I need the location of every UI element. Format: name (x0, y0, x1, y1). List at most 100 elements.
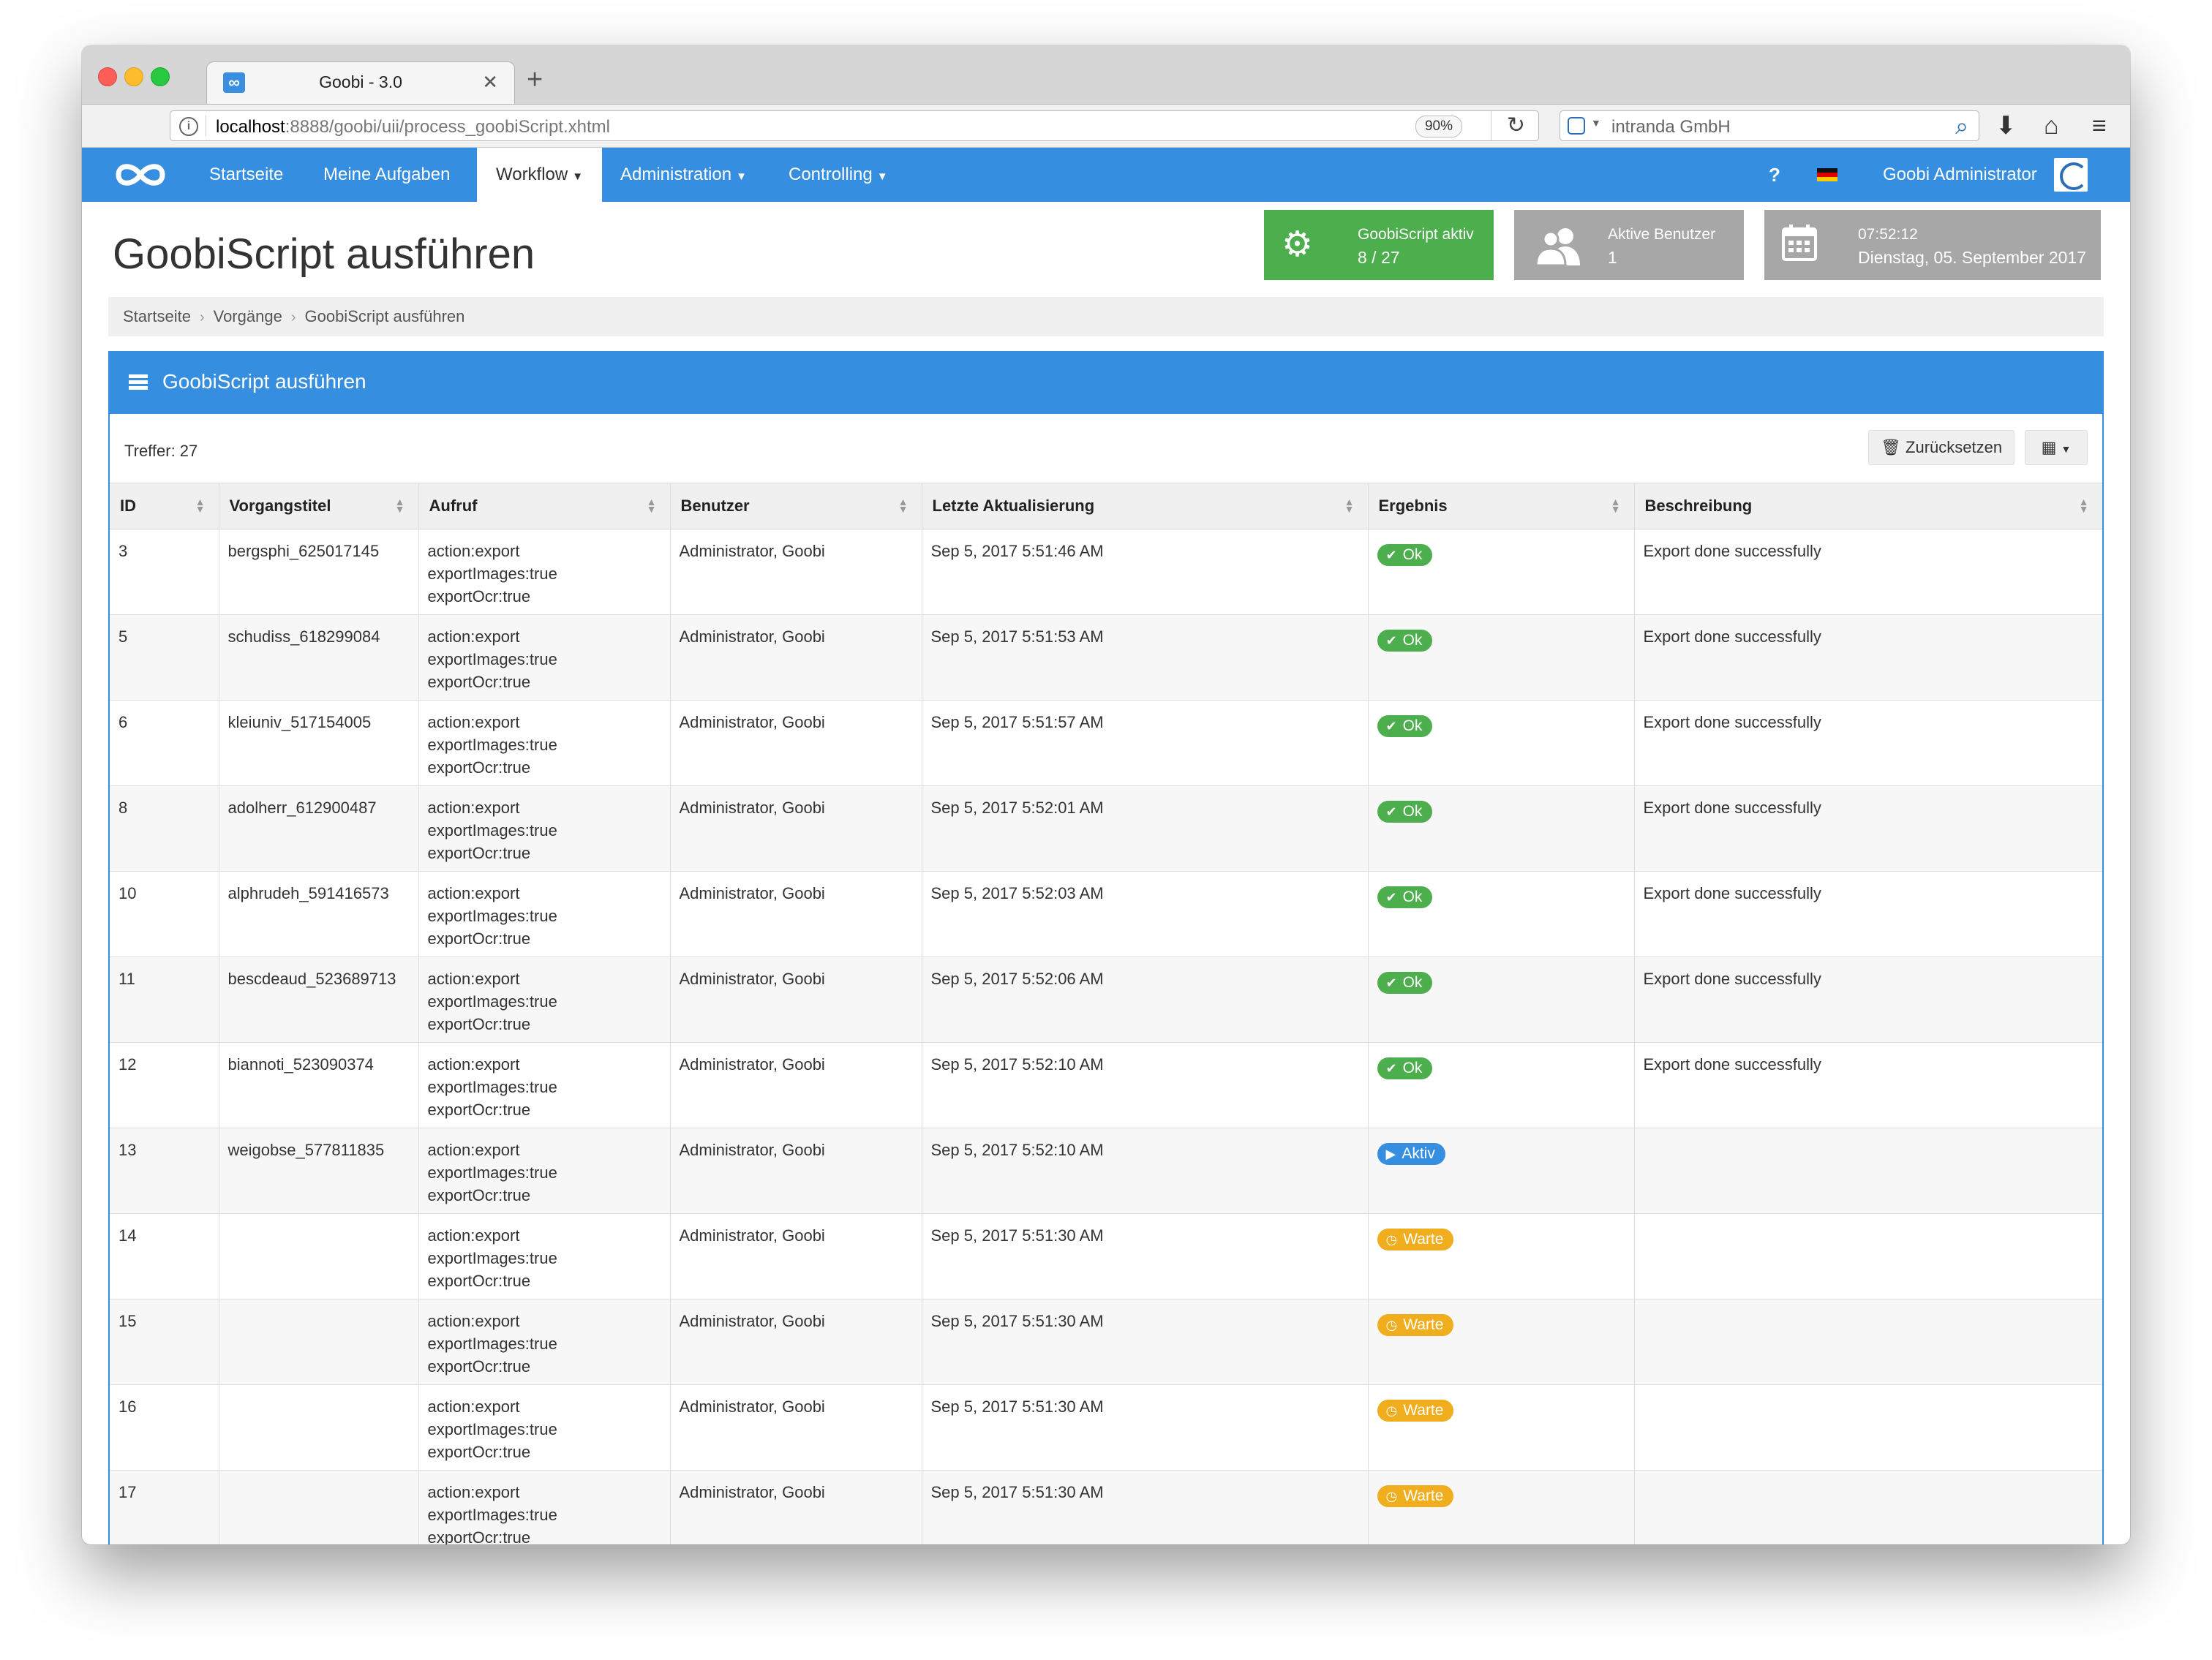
search-icon[interactable]: ⌕ (1955, 113, 1968, 139)
call-line: exportImages:true (427, 565, 557, 583)
status-label: Ok (1402, 1060, 1423, 1076)
cell-updated: Sep 5, 2017 5:52:10 AM (922, 1042, 1369, 1128)
results-table: ID ▲ ▼ Vorgangstitel ▲ ▼ Aufruf ▲ ▼ Benutzer ▲ ▼… (110, 483, 2102, 1544)
sort-icon[interactable]: ▲ ▼ (1344, 496, 1355, 515)
table-row[interactable]: 12 biannoti_523090374 action:export exportI… (110, 1042, 2102, 1128)
cell-call: action:export exportImages:true exportOcr:… (418, 1299, 671, 1385)
column-toggle-button[interactable]: ▦ ▼ (2025, 430, 2088, 465)
call-line: exportOcr:true (427, 1443, 531, 1461)
caret-down-icon: ▼ (572, 170, 584, 183)
search-engine-icon[interactable] (1568, 117, 1585, 135)
nav-workflow[interactable]: Workflow ▼ (477, 148, 603, 202)
description-text: Export done successfully (1643, 970, 1821, 988)
cell-call: action:export exportImages:true exportOcr:… (418, 1128, 671, 1214)
avatar[interactable] (2053, 156, 2089, 193)
timestamp: Sep 5, 2017 5:51:30 AM (930, 1483, 1104, 1501)
user-value: Administrator, Goobi (679, 1312, 825, 1330)
sort-icon[interactable]: ▲ ▼ (195, 496, 206, 515)
col-header-vorgangstitel[interactable]: Vorgangstitel ▲ ▼ (219, 483, 419, 529)
caret-down-icon: ▼ (736, 170, 747, 183)
sort-icon[interactable]: ▲ ▼ (394, 496, 405, 515)
user-name[interactable]: Goobi Administrator (1883, 165, 2037, 184)
table-row[interactable]: 16 action:export exportImages:true exportOc… (110, 1384, 2102, 1471)
call-line: exportImages:true (427, 1249, 557, 1267)
table-row[interactable]: 8 adolherr_612900487 action:export exportIm… (110, 785, 2102, 872)
site-info-icon[interactable]: i (179, 117, 198, 136)
user-value: Administrator, Goobi (679, 1055, 825, 1074)
sort-icon[interactable]: ▲ ▼ (1610, 496, 1621, 515)
goobi-logo-icon[interactable] (111, 158, 170, 192)
col-header-ergebnis[interactable]: Ergebnis ▲ ▼ (1368, 483, 1635, 529)
home-icon[interactable]: ⌂ (2044, 112, 2059, 140)
goobiscript-panel: GoobiScript ausführen Treffer: 27 🗑 Zurü… (108, 351, 2104, 1544)
id-value: 6 (118, 713, 128, 731)
col-header-aufruf[interactable]: Aufruf ▲ ▼ (418, 483, 671, 529)
window-minimize-button[interactable] (124, 67, 143, 86)
status-badge: ◷ Warte (1377, 1314, 1454, 1336)
search-input[interactable]: intranda GmbH (1611, 117, 1731, 137)
nav-administration[interactable]: Administration ▼ (601, 148, 766, 202)
list-icon (129, 374, 148, 391)
search-bar[interactable]: ▼ intranda GmbH ⌕ (1560, 110, 1979, 141)
german-flag-icon[interactable] (1817, 168, 1837, 181)
download-icon[interactable]: ⬇ (1995, 112, 2017, 140)
hamburger-menu-icon[interactable]: ≡ (2092, 112, 2107, 140)
zoom-level[interactable]: 90% (1415, 116, 1462, 137)
cell-call: action:export exportImages:true exportOcr:… (418, 1213, 671, 1299)
nav-startseite[interactable]: Startseite (190, 148, 302, 202)
browser-tab[interactable]: ∞ Goobi - 3.0 ✕ (206, 61, 515, 104)
timestamp: Sep 5, 2017 5:51:30 AM (930, 1397, 1104, 1416)
table-row[interactable]: 5 schudiss_618299084 action:export exportIm… (110, 614, 2102, 701)
cell-user: Administrator, Goobi (670, 1384, 922, 1471)
sort-icon[interactable]: ▲ ▼ (2078, 496, 2089, 515)
call-line: exportOcr:true (427, 1272, 531, 1290)
status-badge: ◷ Warte (1377, 1485, 1454, 1507)
description-text: Export done successfully (1643, 1055, 1821, 1074)
new-tab-button[interactable]: + (527, 64, 543, 95)
chevron-down-icon[interactable]: ▼ (1591, 117, 1601, 129)
sort-icon[interactable]: ▲ ▼ (898, 496, 908, 515)
call-line: exportOcr:true (427, 1015, 531, 1033)
url-bar[interactable]: i localhost:8888/goobi/uii/process_goobi… (170, 110, 1539, 141)
window-close-button[interactable] (98, 67, 117, 86)
cell-user: Administrator, Goobi (670, 700, 922, 786)
reset-button[interactable]: 🗑 Zurücksetzen (1868, 430, 2015, 465)
table-row[interactable]: 17 action:export exportImages:true exportOc… (110, 1470, 2102, 1544)
status-label: Aktiv (1402, 1145, 1435, 1162)
table-row[interactable]: 14 action:export exportImages:true exportOc… (110, 1213, 2102, 1299)
col-header-letzte-aktualisierung[interactable]: Letzte Aktualisierung ▲ ▼ (922, 483, 1369, 529)
col-header-benutzer[interactable]: Benutzer ▲ ▼ (670, 483, 922, 529)
window-zoom-button[interactable] (151, 67, 170, 86)
id-value: 5 (118, 627, 128, 646)
cell-id: 3 (110, 529, 219, 615)
nav-controlling[interactable]: Controlling ▼ (770, 148, 907, 202)
user-value: Administrator, Goobi (679, 884, 825, 902)
cell-call: action:export exportImages:true exportOcr:… (418, 871, 671, 957)
col-header-beschreibung[interactable]: Beschreibung ▲ ▼ (1634, 483, 2102, 529)
reload-icon[interactable]: ↻ (1506, 113, 1525, 137)
process-title: biannoti_523090374 (227, 1055, 374, 1074)
help-icon[interactable]: ? (1769, 164, 1780, 186)
status-badge: ✔ Ok (1377, 1057, 1433, 1079)
table-row[interactable]: 10 alphrudeh_591416573 action:export export… (110, 871, 2102, 957)
cell-title (219, 1470, 419, 1544)
process-title: schudiss_618299084 (227, 627, 380, 646)
call-line: exportImages:true (427, 650, 557, 668)
sort-icon[interactable]: ▲ ▼ (646, 496, 657, 515)
table-row[interactable]: 6 kleiuniv_517154005 action:export exportIm… (110, 700, 2102, 786)
id-value: 10 (118, 884, 137, 902)
table-row[interactable]: 13 weigobse_577811835 action:export exportI… (110, 1128, 2102, 1214)
cell-user: Administrator, Goobi (670, 1213, 922, 1299)
breadcrumb-item-startseite[interactable]: Startseite (123, 307, 191, 325)
table-row[interactable]: 3 bergsphi_625017145 action:export exportIm… (110, 529, 2102, 615)
url-text[interactable]: localhost:8888/goobi/uii/process_goobiSc… (216, 117, 610, 137)
tab-close-icon[interactable]: ✕ (482, 71, 498, 93)
nav-meine-aufgaben[interactable]: Meine Aufgaben (304, 148, 469, 202)
table-row[interactable]: 15 action:export exportImages:true exportOc… (110, 1299, 2102, 1385)
calendar-icon (1782, 225, 1817, 261)
user-value: Administrator, Goobi (679, 1226, 825, 1245)
col-header-id[interactable]: ID ▲ ▼ (110, 483, 219, 529)
breadcrumb-item-vorgaenge[interactable]: Vorgänge (213, 307, 282, 325)
table-row[interactable]: 11 bescdeaud_523689713 action:export export… (110, 957, 2102, 1043)
col-header-label: ID (120, 497, 136, 515)
